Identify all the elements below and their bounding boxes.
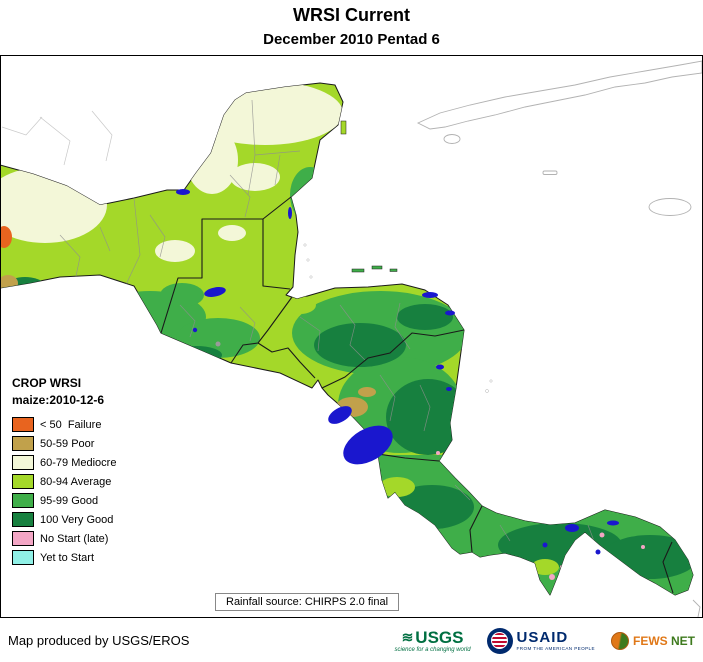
usgs-logo: ≋ USGS science for a changing world [395, 629, 471, 653]
legend-swatch [12, 493, 34, 508]
map-credit: Map produced by USGS/EROS [8, 633, 190, 648]
legend-label: < 50 Failure [40, 418, 102, 431]
logo-strip: ≋ USGS science for a changing world USAI… [395, 627, 695, 654]
border-guatemala-belize [262, 219, 291, 290]
fewsnet-logo-text-fews: FEWS [632, 633, 668, 648]
border-nicaragua-costarica [377, 453, 440, 462]
colombia-coast-hint [692, 599, 701, 618]
rainfall-source-note: Rainfall source: CHIRPS 2.0 final [215, 593, 400, 611]
usaid-seal-icon [486, 627, 513, 654]
legend-item: 100 Very Good [12, 510, 162, 529]
cayman-outline [542, 170, 558, 175]
footer-bar: Map produced by USGS/EROS ≋ USGS science… [0, 619, 703, 662]
fewsnet-logo: FEWS NET [610, 631, 695, 650]
isla-juventud-outline [443, 134, 461, 144]
border-costarica-panama [469, 505, 483, 553]
legend-label: No Start (late) [40, 532, 109, 545]
jamaica-outline [648, 198, 692, 216]
page-subtitle: December 2010 Pentad 6 [263, 31, 440, 48]
legend-item: < 50 Failure [12, 415, 162, 434]
legend-label: 50-59 Poor [40, 437, 95, 450]
legend-title: CROP WRSI [12, 376, 82, 390]
legend-label: 80-94 Average [40, 475, 112, 488]
legend-swatch [12, 436, 34, 451]
legend-item: Yet to Start [12, 548, 162, 567]
legend-items: < 50 Failure 50-59 Poor 60-79 Mediocre 80-9… [12, 415, 162, 567]
legend-swatch [12, 417, 34, 432]
border-honduras-nicaragua [321, 329, 465, 389]
lakes [176, 189, 619, 555]
lake-managua [328, 406, 352, 424]
usaid-logo-text: USAID [516, 629, 569, 646]
page-title: WRSI Current [293, 5, 410, 25]
border-guatemala-honduras [257, 296, 293, 344]
gatun-lake [565, 524, 579, 532]
legend-swatch [12, 455, 34, 470]
legend-label: 95-99 Good [40, 494, 99, 507]
legend-item: 50-59 Poor [12, 434, 162, 453]
legend-label: 100 Very Good [40, 513, 114, 526]
caribbean-islands [416, 60, 703, 618]
legend-item: 80-94 Average [12, 472, 162, 491]
fewsnet-logo-text-net: NET [671, 633, 695, 648]
no-data-admin-lines [1, 110, 113, 166]
legend-swatch [12, 512, 34, 527]
legend-swatch [12, 531, 34, 546]
border-elsalvador-honduras [257, 342, 316, 379]
legend-swatch [12, 474, 34, 489]
border-guatemala-elsalvador [230, 342, 259, 364]
border-mexico-belize [262, 196, 292, 220]
usgs-tagline: science for a changing world [394, 646, 471, 653]
usaid-tagline: FROM THE AMERICAN PEOPLE [516, 646, 595, 651]
usgs-logo-text: USGS [415, 627, 464, 647]
map-frame [0, 55, 703, 618]
lake-izabal [204, 287, 226, 297]
legend-subtitle: maize:2010-12-6 [12, 393, 105, 407]
cuba-outline [416, 60, 703, 130]
legend-swatch [12, 550, 34, 565]
country-borders [160, 196, 674, 594]
legend-item: No Start (late) [12, 529, 162, 548]
legend-item: 95-99 Good [12, 491, 162, 510]
fewsnet-globe-icon [610, 631, 629, 650]
legend-item: 60-79 Mediocre [12, 453, 162, 472]
lake-nicaragua [343, 425, 393, 465]
map-canvas [0, 55, 703, 618]
usaid-logo: USAID FROM THE AMERICAN PEOPLE [486, 627, 595, 654]
admin-boundaries [59, 99, 595, 542]
usgs-wave-icon: ≋ [401, 629, 414, 645]
legend-label: Yet to Start [40, 551, 95, 564]
legend-label: 60-79 Mediocre [40, 456, 117, 469]
small-islands [303, 120, 493, 393]
border-mexico-guatemala [160, 218, 263, 334]
border-panama-colombia [662, 541, 674, 594]
map-legend: CROP WRSI maize:2010-12-6 < 50 Failure 50… [12, 376, 162, 567]
